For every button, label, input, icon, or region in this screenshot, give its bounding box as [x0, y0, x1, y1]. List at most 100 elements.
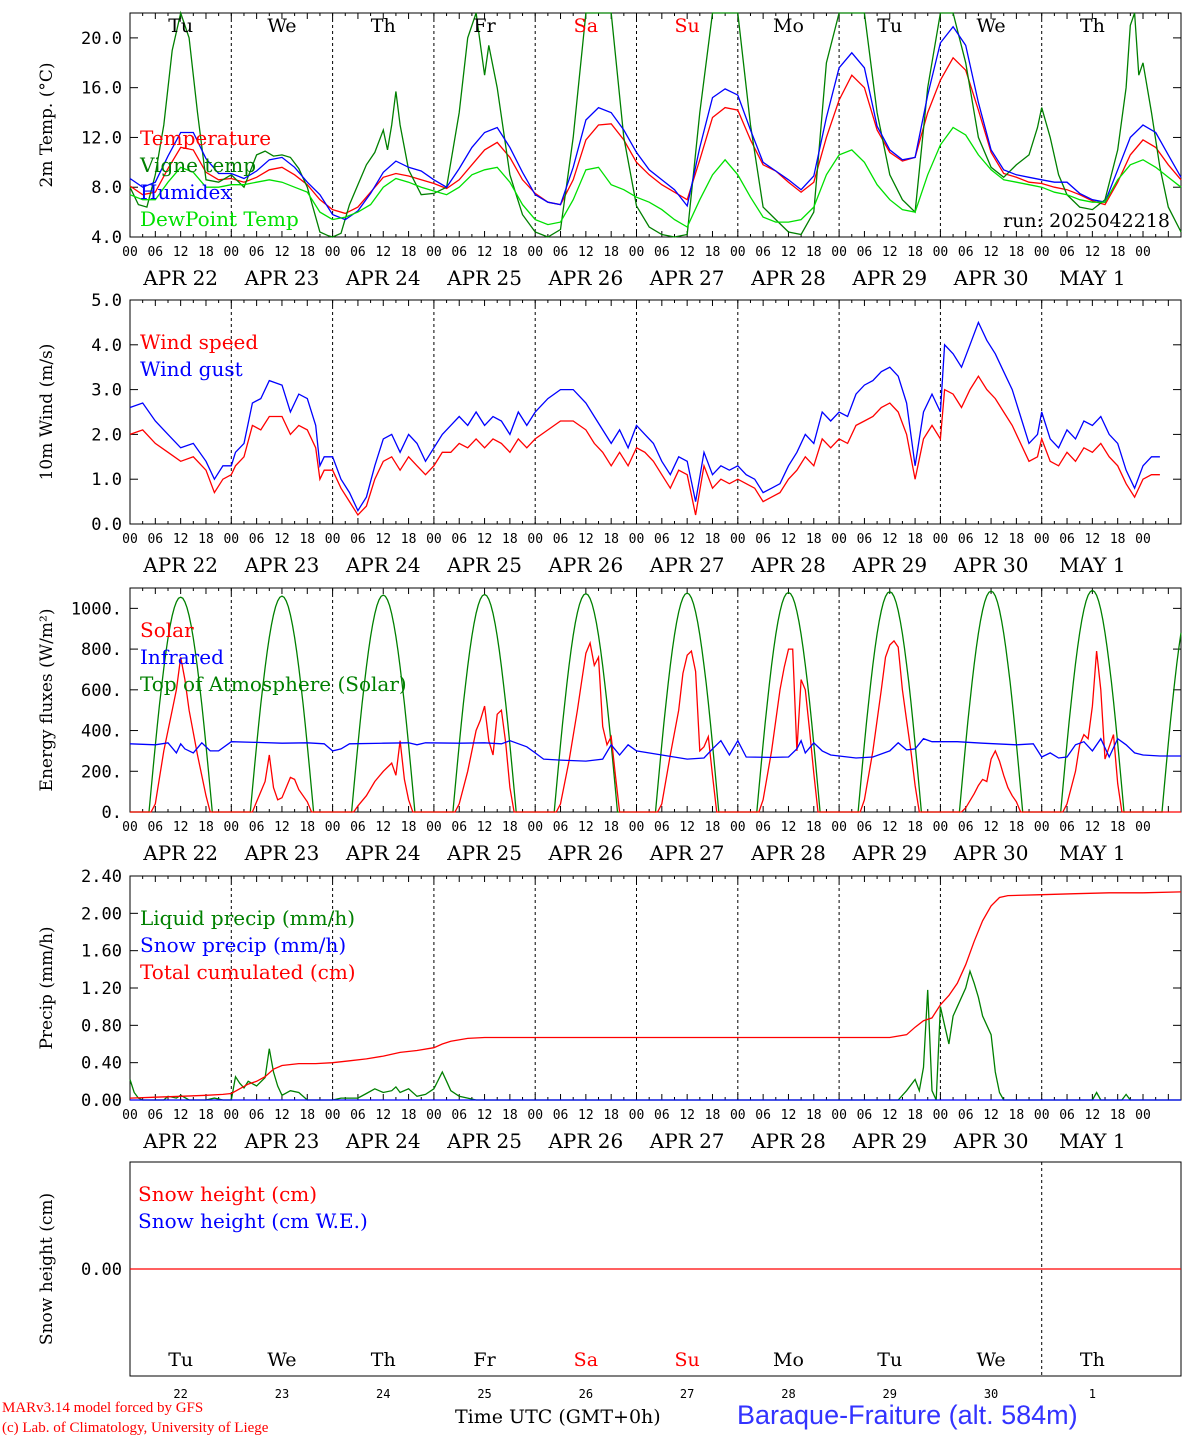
hour-tick-label: 12 [578, 245, 594, 260]
hour-tick-label: 06 [654, 1108, 670, 1123]
series-line-solar [130, 639, 1181, 813]
hour-tick-label: 00 [1034, 1108, 1050, 1123]
hour-tick-label: 12 [477, 245, 493, 260]
legend-entry: Liquid precip (mm/h) [140, 906, 355, 930]
date-label: MAY 1 [1059, 553, 1125, 577]
y-axis-label: Energy fluxes (W/m²) [37, 609, 57, 792]
y-tick-label: 1.60 [81, 942, 122, 962]
weekday-label: Th [371, 1349, 396, 1371]
hour-tick-label: 00 [831, 245, 847, 260]
hour-tick-label: 00 [1034, 820, 1050, 835]
hour-tick-label: 18 [299, 245, 315, 260]
legend-entry: DewPoint Temp [140, 207, 299, 231]
plot-frame-1 [129, 299, 1182, 525]
hour-tick-label: 00 [1135, 532, 1151, 547]
date-label: APR 30 [953, 1129, 1029, 1153]
hour-tick-label: 06 [553, 532, 569, 547]
hour-tick-label: 06 [553, 245, 569, 260]
hour-tick-label: 12 [1085, 820, 1101, 835]
hour-tick-label: 06 [857, 532, 873, 547]
hour-tick-label: 00 [527, 532, 543, 547]
date-label: APR 27 [649, 553, 725, 577]
day-number-label: 28 [781, 1387, 795, 1401]
hour-tick-label: 00 [730, 820, 746, 835]
y-axis-label: Precip (mm/h) [37, 926, 57, 1049]
hour-tick-label: 00 [426, 245, 442, 260]
hour-tick-label: 00 [1135, 820, 1151, 835]
hour-tick-label: 06 [958, 820, 974, 835]
hour-tick-label: 18 [806, 1108, 822, 1123]
y-tick-label: 0.00 [81, 1260, 122, 1280]
hour-tick-label: 12 [781, 1108, 797, 1123]
hour-tick-label: 06 [451, 1108, 467, 1123]
hour-tick-label: 00 [223, 820, 239, 835]
hour-tick-label: 12 [679, 1108, 695, 1123]
y-tick-label: 600. [81, 681, 122, 701]
series-line-total-cumulated-cm- [129, 891, 1182, 1099]
hour-tick-label: 06 [755, 820, 771, 835]
y-tick-label: 1000. [71, 599, 122, 619]
hour-tick-label: 06 [553, 1108, 569, 1123]
hour-tick-label: 00 [122, 532, 138, 547]
hour-tick-label: 18 [198, 820, 214, 835]
weekday-label: Mo [773, 1349, 804, 1371]
hour-tick-label: 00 [629, 532, 645, 547]
y-tick-label: 1.0 [91, 470, 122, 490]
hour-tick-label: 12 [375, 245, 391, 260]
day-number-label: 24 [376, 1387, 390, 1401]
station-name: Baraque-Fraiture (alt. 584m) [737, 1400, 1078, 1430]
y-tick-label: 0.00 [81, 1091, 122, 1111]
date-label: APR 28 [750, 841, 826, 865]
hour-tick-label: 12 [173, 245, 189, 260]
date-label: APR 22 [142, 841, 218, 865]
hour-tick-label: 12 [274, 532, 290, 547]
hour-tick-label: 00 [1034, 532, 1050, 547]
hour-tick-label: 00 [426, 820, 442, 835]
hour-tick-label: 00 [527, 820, 543, 835]
hour-tick-label: 00 [831, 820, 847, 835]
date-label: APR 30 [953, 553, 1029, 577]
hour-tick-label: 18 [603, 820, 619, 835]
weekday-label: Sa [574, 1349, 598, 1371]
date-label: APR 22 [142, 266, 218, 290]
day-number-label: 25 [477, 1387, 491, 1401]
y-tick-label: 200. [81, 762, 122, 782]
y-tick-label: 4.0 [91, 228, 122, 248]
hour-tick-label: 06 [553, 820, 569, 835]
day-number-label: 29 [883, 1387, 897, 1401]
day-number-label: 30 [984, 1387, 998, 1401]
date-label: APR 29 [851, 1129, 927, 1153]
hour-tick-label: 06 [451, 532, 467, 547]
date-label: APR 22 [142, 1129, 218, 1153]
weekday-label: Th [1080, 1349, 1105, 1371]
hour-tick-label: 18 [806, 532, 822, 547]
hour-tick-label: 06 [147, 532, 163, 547]
hour-tick-label: 00 [933, 1108, 949, 1123]
weekday-label: We [976, 1349, 1005, 1371]
hour-tick-label: 00 [325, 1108, 341, 1123]
date-label: APR 23 [244, 553, 320, 577]
hour-tick-label: 12 [679, 820, 695, 835]
hour-tick-label: 00 [1135, 1108, 1151, 1123]
y-tick-label: 20.0 [81, 29, 122, 49]
hour-tick-label: 00 [629, 245, 645, 260]
hour-tick-label: 06 [755, 1108, 771, 1123]
weekday-label: Tu [877, 15, 902, 37]
hour-tick-label: 12 [983, 532, 999, 547]
hour-tick-label: 06 [249, 532, 265, 547]
date-label: APR 28 [750, 1129, 826, 1153]
date-label: APR 24 [345, 553, 421, 577]
hour-tick-label: 18 [705, 820, 721, 835]
weekday-label: We [976, 15, 1005, 37]
weekday-label: We [267, 1349, 296, 1371]
hour-tick-label: 12 [983, 1108, 999, 1123]
date-label: APR 29 [851, 841, 927, 865]
weekday-label: Tu [168, 1349, 193, 1371]
hour-tick-label: 00 [223, 1108, 239, 1123]
series-line-vigne-temp [129, 10, 1182, 238]
hour-tick-label: 06 [147, 245, 163, 260]
y-tick-label: 1.20 [81, 979, 122, 999]
hour-tick-label: 12 [983, 245, 999, 260]
hour-tick-label: 12 [173, 532, 189, 547]
hour-tick-label: 18 [502, 820, 518, 835]
